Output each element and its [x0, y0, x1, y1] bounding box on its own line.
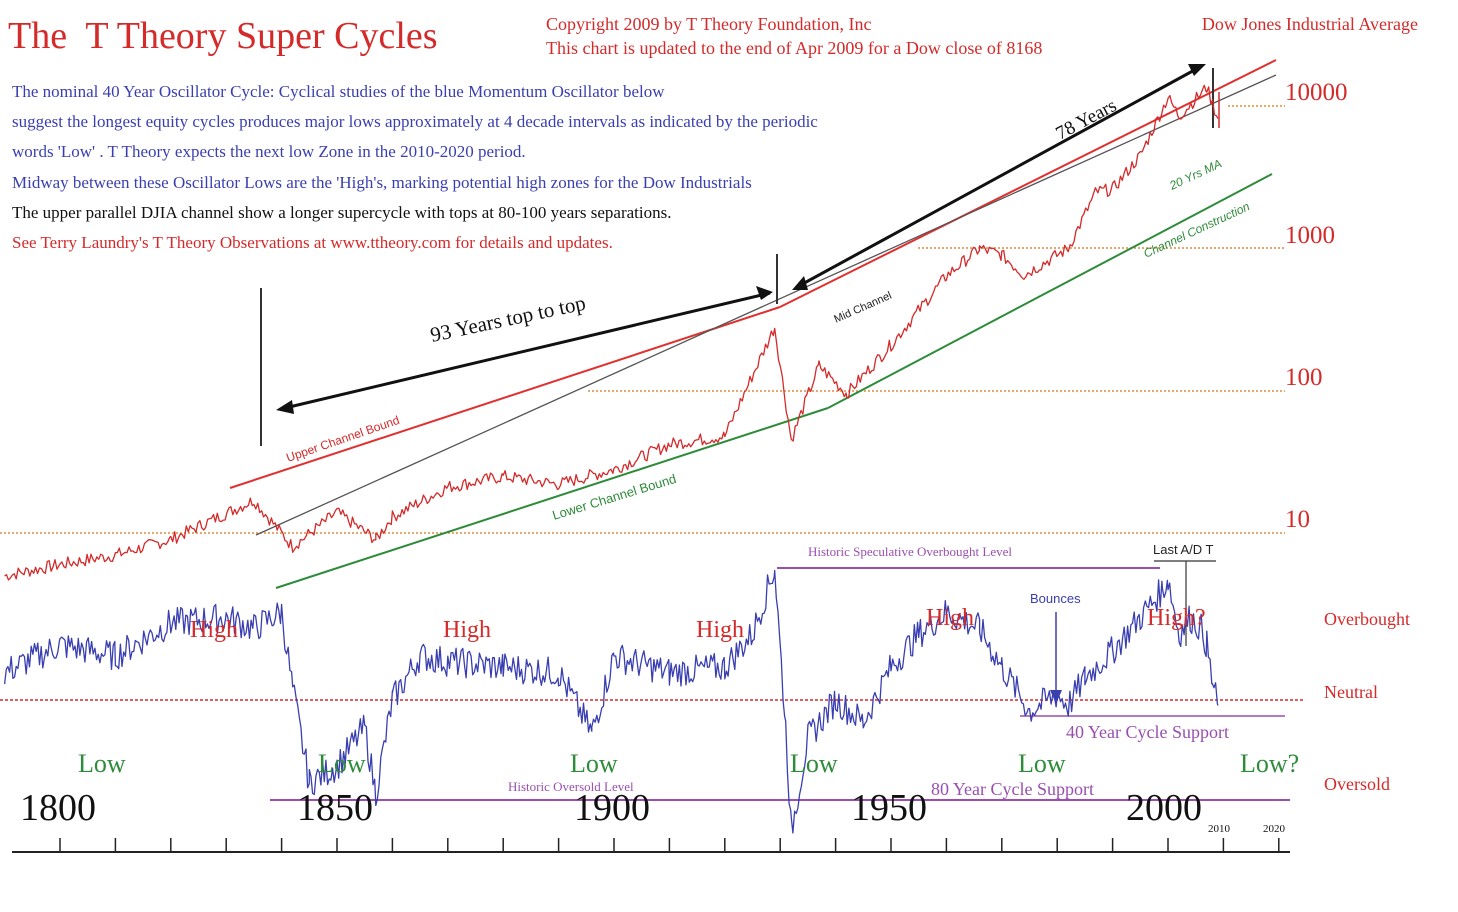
- label-93-years: 93 Years top to top: [428, 291, 588, 347]
- bounces-arrow-head: [1050, 690, 1062, 704]
- low-label-3: Low: [570, 749, 618, 778]
- x-tick-label-1850: 1850: [297, 787, 373, 829]
- y-tick-10000: 10000: [1285, 79, 1348, 106]
- arrow-78-right-head: [1188, 64, 1206, 76]
- x-tick-label-1900: 1900: [574, 787, 650, 829]
- high-label-2: High: [443, 617, 491, 643]
- y-tick-100: 100: [1285, 364, 1323, 391]
- high-label-1: High: [190, 617, 238, 643]
- low-label-5: Low: [1018, 749, 1066, 778]
- low-label-2: Low: [318, 749, 366, 778]
- chart-title: The T Theory Super Cycles: [8, 15, 438, 57]
- x-tick-label-2000: 2000: [1126, 787, 1202, 829]
- last-adt-label: Last A/D T: [1153, 542, 1214, 557]
- series-title: Dow Jones Industrial Average: [1202, 14, 1418, 34]
- arrow-78-years: [796, 65, 1201, 289]
- note-line-6: See Terry Laundry's T Theory Observation…: [12, 233, 613, 252]
- ma-20-label: 20 Yrs MA: [1166, 156, 1223, 193]
- x-tick-label-1950: 1950: [851, 787, 927, 829]
- x-tick-label-2010: 2010: [1208, 823, 1231, 835]
- copyright-line-1: Copyright 2009 by T Theory Foundation, I…: [546, 14, 872, 34]
- arrow-93-right-head: [756, 286, 773, 300]
- upper-channel-line-late: [779, 59, 1277, 308]
- x-tick-label-2020: 2020: [1263, 823, 1286, 835]
- arrow-93-years: [284, 291, 771, 410]
- bounces-label: Bounces: [1030, 591, 1081, 606]
- dow-series-line: [4, 84, 1219, 581]
- x-axis-ticks: [59, 838, 1280, 852]
- mid-channel-line: [255, 74, 1277, 536]
- lower-channel-line-early: [275, 407, 829, 589]
- copyright-line-2: This chart is updated to the end of Apr …: [546, 38, 1042, 58]
- note-line-3: words 'Low' . T Theory expects the next …: [12, 142, 526, 161]
- arrow-93-left-head: [276, 400, 294, 414]
- y-tick-1000: 1000: [1285, 222, 1335, 249]
- arrows: [260, 64, 1214, 446]
- note-line-4: Midway between these Oscillator Lows are…: [12, 173, 752, 192]
- note-line-5: The upper parallel DJIA channel show a l…: [12, 203, 672, 222]
- upper-channel-line-early: [229, 306, 781, 489]
- mid-channel-label: Mid Channel: [832, 290, 893, 326]
- x-tick-label-1800: 1800: [20, 787, 96, 829]
- oscillator-series-line: [3, 569, 1219, 834]
- level-overbought-label: Overbought: [1324, 609, 1410, 629]
- upper-channel-label: Upper Channel Bound: [284, 413, 401, 465]
- high-label-3: High: [696, 617, 744, 643]
- note-line-2: suggest the longest equity cycles produc…: [12, 112, 818, 131]
- low-label-6: Low?: [1240, 749, 1299, 778]
- channel-lines: [229, 59, 1277, 589]
- level-oversold-label: Oversold: [1324, 774, 1390, 794]
- high-label-5: High?: [1147, 605, 1206, 631]
- high-label-4: High: [926, 605, 974, 631]
- note-line-1: The nominal 40 Year Oscillator Cycle: Cy…: [12, 82, 665, 101]
- arrow-78-left-head: [792, 276, 808, 290]
- channel-construction-label: Channel Construction: [1141, 199, 1252, 261]
- support-40-label: 40 Year Cycle Support: [1066, 722, 1229, 742]
- low-label-1: Low: [78, 749, 126, 778]
- low-label-4: Low: [790, 749, 838, 778]
- support-80-label: 80 Year Cycle Support: [931, 779, 1094, 799]
- lower-channel-line-late: [827, 173, 1273, 409]
- label-78-years: 78 Years: [1052, 95, 1120, 144]
- oversold-level-label: Historic Oversold Level: [508, 779, 634, 794]
- y-tick-10: 10: [1285, 506, 1310, 533]
- level-neutral-label: Neutral: [1324, 682, 1378, 702]
- overbought-level-label: Historic Speculative Overbought Level: [808, 544, 1012, 559]
